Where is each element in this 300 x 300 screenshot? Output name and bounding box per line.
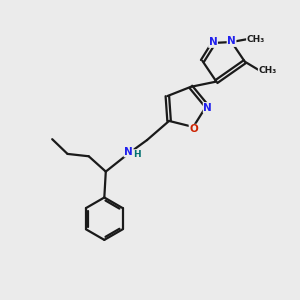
Text: N: N bbox=[227, 36, 236, 46]
Text: CH₃: CH₃ bbox=[258, 66, 277, 75]
Text: CH₃: CH₃ bbox=[247, 34, 265, 43]
Text: H: H bbox=[133, 150, 141, 159]
Text: N: N bbox=[203, 103, 212, 112]
Text: O: O bbox=[189, 124, 198, 134]
Text: N: N bbox=[209, 38, 218, 47]
Text: N: N bbox=[124, 147, 133, 157]
